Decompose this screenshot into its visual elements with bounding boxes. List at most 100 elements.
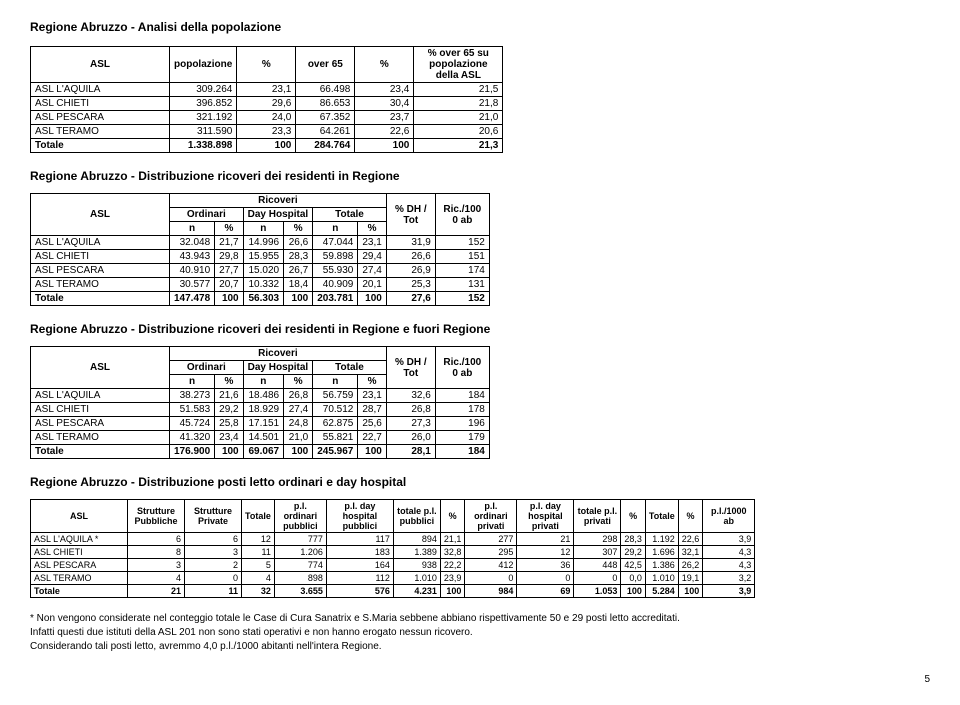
th-dhp: % DH / Tot xyxy=(386,194,435,236)
table-cell: 25,3 xyxy=(386,278,435,292)
table-cell: 100 xyxy=(621,585,646,598)
table-cell: 27,4 xyxy=(358,264,386,278)
th-pldhp: p.l. day hospital privati xyxy=(517,500,574,533)
table-cell: 26,8 xyxy=(284,389,313,403)
table-cell: 0 xyxy=(574,572,621,585)
table-cell: 179 xyxy=(435,431,489,445)
table-cell: ASL CHIETI xyxy=(31,250,170,264)
table-row: ASL L'AQUILA32.04821,714.99626,647.04423… xyxy=(31,236,490,250)
table-cell: 55.930 xyxy=(313,264,358,278)
table-cell: 86.653 xyxy=(296,97,355,111)
table-cell: 0 xyxy=(185,572,242,585)
table-cell: 29,2 xyxy=(621,546,646,559)
table-row: ASL L'AQUILA38.27321,618.48626,856.75923… xyxy=(31,389,490,403)
table-cell: 21,1 xyxy=(440,533,465,546)
table-cell: 178 xyxy=(435,403,489,417)
table-cell: 43.943 xyxy=(170,250,215,264)
table-cell: 27,6 xyxy=(386,292,435,306)
table-cell: 32,8 xyxy=(440,546,465,559)
table-cell: 8 xyxy=(128,546,185,559)
table-cell: 147.478 xyxy=(170,292,215,306)
table-cell: 3,2 xyxy=(703,572,755,585)
th-pl1000: p.l./1000 ab xyxy=(703,500,755,533)
table-cell: 21,0 xyxy=(414,111,503,125)
th-asl: ASL xyxy=(31,47,170,83)
table-cell: 27,7 xyxy=(215,264,243,278)
table-cell: ASL L'AQUILA xyxy=(31,389,170,403)
table-cell: 47.044 xyxy=(313,236,358,250)
table-cell: 15.020 xyxy=(243,264,283,278)
table-cell: 22,2 xyxy=(440,559,465,572)
table-cell: 67.352 xyxy=(296,111,355,125)
table-cell: 51.583 xyxy=(170,403,215,417)
th-p: % xyxy=(284,375,313,389)
table-row: ASL TERAMO30.57720,710.33218,440.90920,1… xyxy=(31,278,490,292)
table-cell: 56.303 xyxy=(243,292,283,306)
note-3: Considerando tali posti letto, avremmo 4… xyxy=(30,640,930,654)
table-cell: 26,8 xyxy=(386,403,435,417)
table-cell: 152 xyxy=(435,236,489,250)
table-cell: 18,4 xyxy=(284,278,313,292)
table-cell: ASL PESCARA xyxy=(31,417,170,431)
table-cell: 100 xyxy=(284,292,313,306)
table-cell: 21,7 xyxy=(215,236,243,250)
table-cell: 396.852 xyxy=(170,97,237,111)
th-ric: Ric./100 0 ab xyxy=(435,194,489,236)
table-cell: 26,6 xyxy=(386,250,435,264)
table-cell: 100 xyxy=(678,585,703,598)
table-cell: ASL L'AQUILA xyxy=(31,83,170,97)
table-cell: 25,6 xyxy=(358,417,386,431)
table-cell: 311.590 xyxy=(170,125,237,139)
table-cell: ASL CHIETI xyxy=(31,403,170,417)
table-cell: 20,7 xyxy=(215,278,243,292)
table-cell: 576 xyxy=(326,585,393,598)
table-row: ASL PESCARA321.19224,067.35223,721,0 xyxy=(31,111,503,125)
th-tot: Totale xyxy=(313,208,387,222)
table-cell: ASL PESCARA xyxy=(31,264,170,278)
table-cell: 32 xyxy=(242,585,275,598)
table-cell: 45.724 xyxy=(170,417,215,431)
th-pct2: % xyxy=(355,47,414,83)
note-1: * Non vengono considerate nel conteggio … xyxy=(30,612,930,626)
table-cell: Totale xyxy=(31,445,170,459)
table-cell: 20,1 xyxy=(358,278,386,292)
table-row: Totale1.338.898100284.76410021,3 xyxy=(31,139,503,153)
table-cell: ASL L'AQUILA * xyxy=(31,533,128,546)
table-cell: 100 xyxy=(440,585,465,598)
table-cell: 184 xyxy=(435,389,489,403)
table-cell: 40.910 xyxy=(170,264,215,278)
table-cell: 23,1 xyxy=(237,83,296,97)
table-cell: 174 xyxy=(435,264,489,278)
th-pct3: % xyxy=(678,500,703,533)
table-cell: 203.781 xyxy=(313,292,358,306)
table-cell: 22,6 xyxy=(678,533,703,546)
table-cell: 69.067 xyxy=(243,445,283,459)
th-over65: over 65 xyxy=(296,47,355,83)
table-cell: 23,7 xyxy=(355,111,414,125)
table-cell: 18.486 xyxy=(243,389,283,403)
table-cell: 4 xyxy=(242,572,275,585)
table-cell: 894 xyxy=(393,533,440,546)
table-cell: 21,6 xyxy=(215,389,243,403)
table-cell: 69 xyxy=(517,585,574,598)
table-cell: 11 xyxy=(242,546,275,559)
table-cell: Totale xyxy=(31,585,128,598)
table-cell: 2 xyxy=(185,559,242,572)
th-asl: ASL xyxy=(31,347,170,389)
table-cell: 12 xyxy=(242,533,275,546)
table-cell: 29,2 xyxy=(215,403,243,417)
table-cell: 277 xyxy=(465,533,517,546)
table-cell: 1.386 xyxy=(645,559,678,572)
table-cell: 184 xyxy=(435,445,489,459)
table-cell: 28,7 xyxy=(358,403,386,417)
table-cell: 307 xyxy=(574,546,621,559)
th-dhp: % DH / Tot xyxy=(386,347,435,389)
table-cell: 22,7 xyxy=(358,431,386,445)
section4-title: Regione Abruzzo - Distribuzione posti le… xyxy=(30,475,930,489)
table-cell: 309.264 xyxy=(170,83,237,97)
table-cell: 4,3 xyxy=(703,559,755,572)
table-cell: 32,6 xyxy=(386,389,435,403)
th-plopr: p.l. ordinari privati xyxy=(465,500,517,533)
table-cell: 984 xyxy=(465,585,517,598)
ricoveri-fuori-table: ASL Ricoveri % DH / Tot Ric./100 0 ab Or… xyxy=(30,346,490,459)
